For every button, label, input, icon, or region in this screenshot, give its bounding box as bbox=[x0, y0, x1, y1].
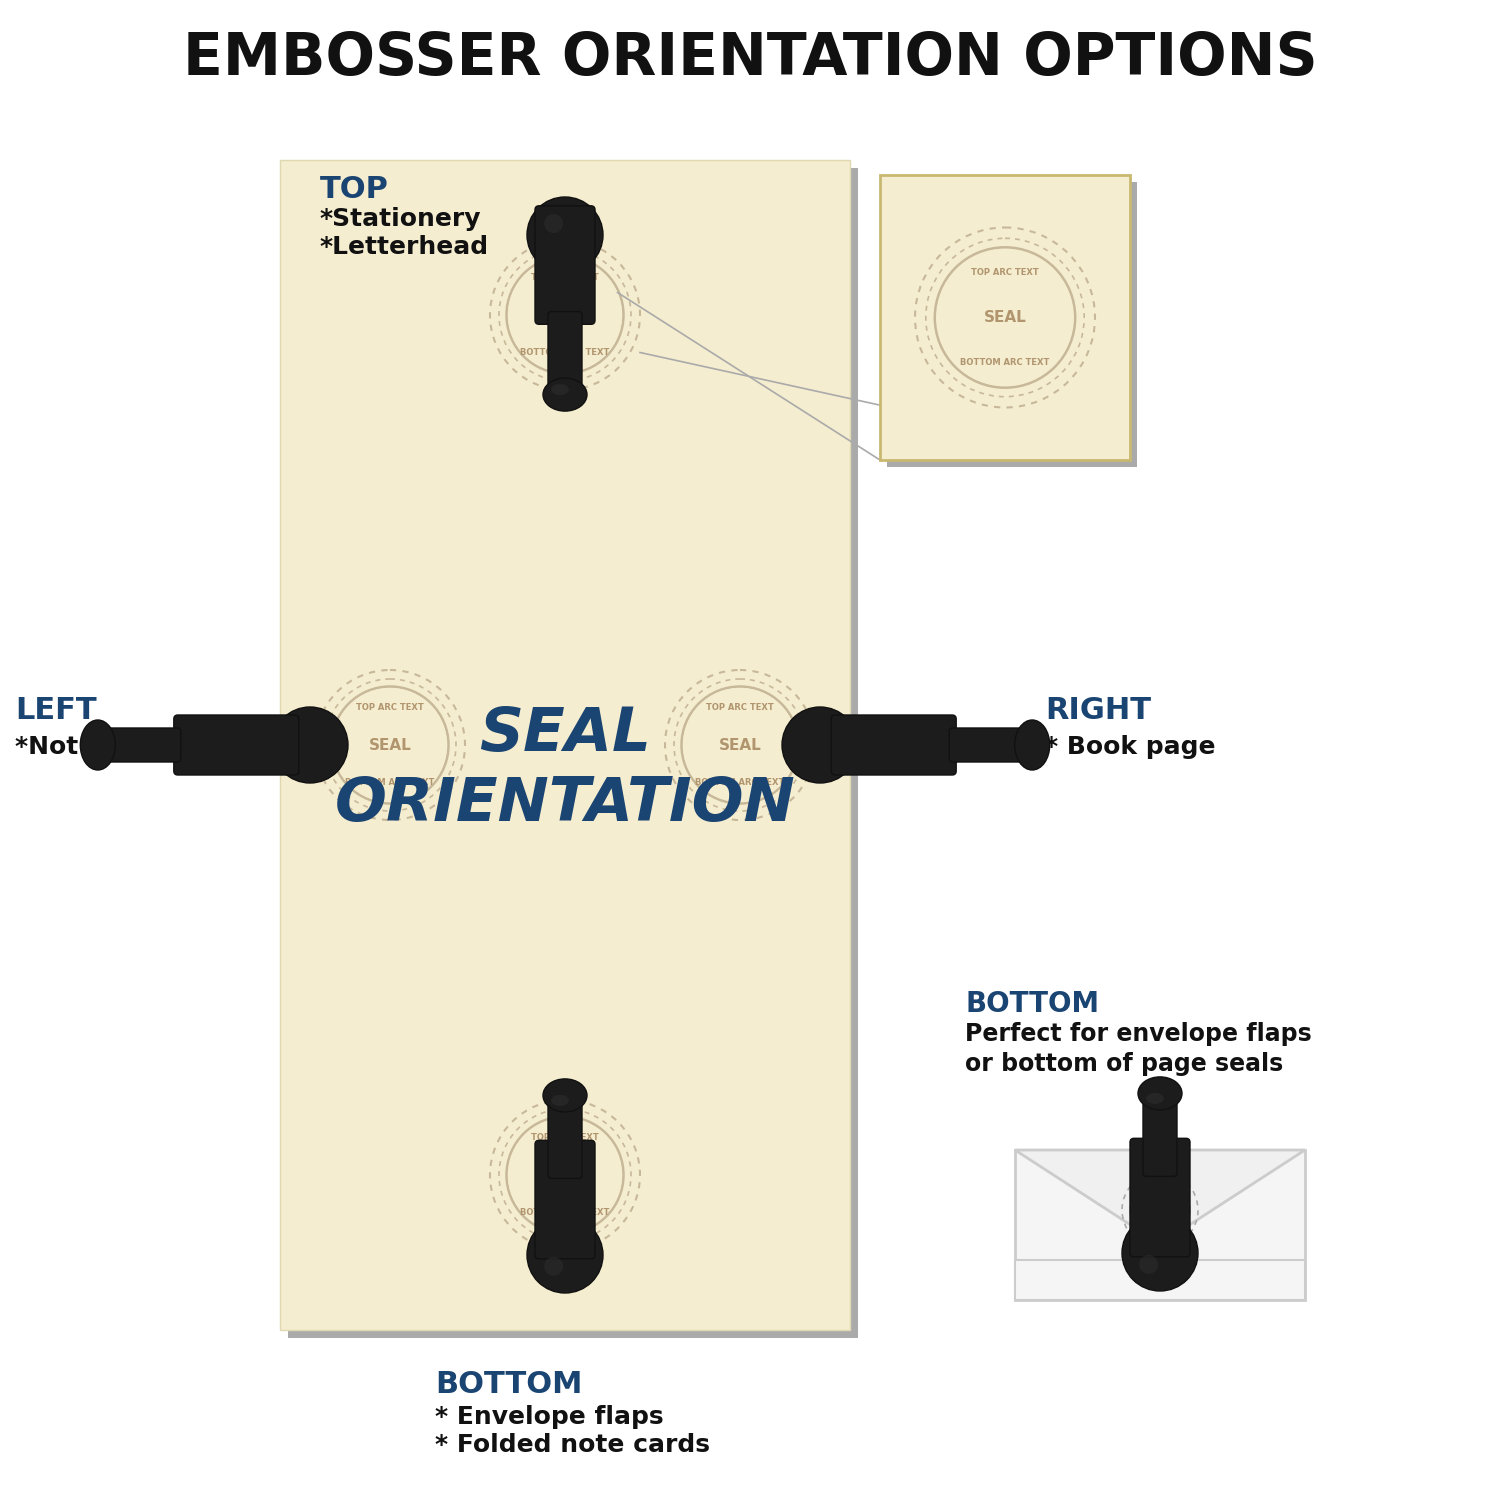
Text: TOP ARC TEXT: TOP ARC TEXT bbox=[706, 704, 774, 712]
FancyBboxPatch shape bbox=[950, 728, 1035, 762]
Text: SEAL: SEAL bbox=[543, 1167, 586, 1182]
FancyBboxPatch shape bbox=[548, 1092, 582, 1179]
Ellipse shape bbox=[1014, 720, 1050, 770]
Ellipse shape bbox=[1138, 1077, 1182, 1110]
Text: TOP ARC TEXT: TOP ARC TEXT bbox=[356, 704, 424, 712]
FancyBboxPatch shape bbox=[174, 716, 298, 776]
Circle shape bbox=[544, 214, 562, 232]
Text: ORIENTATION: ORIENTATION bbox=[334, 776, 795, 834]
Text: * Envelope flaps: * Envelope flaps bbox=[435, 1406, 663, 1429]
Text: * Book page: * Book page bbox=[1046, 735, 1215, 759]
FancyBboxPatch shape bbox=[536, 206, 596, 324]
FancyBboxPatch shape bbox=[880, 176, 1130, 460]
Text: BOTTOM ARC TEXT: BOTTOM ARC TEXT bbox=[520, 1208, 609, 1216]
Text: LEFT: LEFT bbox=[15, 696, 96, 724]
Ellipse shape bbox=[81, 720, 116, 770]
Text: TOP ARC TEXT: TOP ARC TEXT bbox=[531, 1132, 598, 1142]
Ellipse shape bbox=[543, 1078, 586, 1112]
FancyBboxPatch shape bbox=[1130, 1138, 1190, 1257]
FancyBboxPatch shape bbox=[1016, 1150, 1305, 1300]
Circle shape bbox=[544, 1257, 562, 1276]
Text: *Letterhead: *Letterhead bbox=[320, 236, 489, 260]
Text: SEAL: SEAL bbox=[543, 308, 586, 322]
FancyBboxPatch shape bbox=[536, 1140, 596, 1258]
Ellipse shape bbox=[1146, 1094, 1164, 1104]
Text: *Not Common: *Not Common bbox=[15, 735, 210, 759]
Text: BOTTOM ARC TEXT: BOTTOM ARC TEXT bbox=[520, 348, 609, 357]
FancyBboxPatch shape bbox=[1016, 1260, 1305, 1300]
Text: * Folded note cards: * Folded note cards bbox=[435, 1432, 710, 1456]
FancyBboxPatch shape bbox=[94, 728, 182, 762]
Circle shape bbox=[782, 706, 858, 783]
Text: SEAL: SEAL bbox=[369, 738, 411, 753]
Circle shape bbox=[509, 1118, 622, 1232]
Circle shape bbox=[1122, 1215, 1198, 1292]
Text: BOTTOM ARC TEXT: BOTTOM ARC TEXT bbox=[960, 358, 1050, 368]
Circle shape bbox=[526, 196, 603, 273]
Text: TOP ARC TEXT: TOP ARC TEXT bbox=[970, 268, 1040, 278]
Ellipse shape bbox=[550, 1095, 568, 1106]
FancyBboxPatch shape bbox=[288, 168, 858, 1338]
FancyBboxPatch shape bbox=[831, 716, 956, 776]
Text: or bottom of page seals: or bottom of page seals bbox=[964, 1052, 1282, 1076]
Text: BOTTOM ARC TEXT: BOTTOM ARC TEXT bbox=[345, 778, 435, 788]
FancyBboxPatch shape bbox=[548, 312, 582, 398]
Circle shape bbox=[682, 688, 796, 802]
Circle shape bbox=[333, 688, 447, 802]
Circle shape bbox=[509, 258, 622, 372]
Circle shape bbox=[272, 706, 348, 783]
Circle shape bbox=[1131, 1182, 1188, 1239]
Text: SEAL: SEAL bbox=[984, 310, 1026, 326]
Text: TOP ARC TEXT: TOP ARC TEXT bbox=[531, 273, 598, 282]
Ellipse shape bbox=[550, 384, 568, 394]
FancyBboxPatch shape bbox=[280, 160, 850, 1330]
Text: BOTTOM: BOTTOM bbox=[435, 1370, 582, 1400]
Text: BOTTOM: BOTTOM bbox=[964, 990, 1100, 1018]
FancyBboxPatch shape bbox=[886, 182, 1137, 466]
Circle shape bbox=[1138, 1256, 1158, 1274]
Text: SEAL: SEAL bbox=[718, 738, 762, 753]
Text: BOTTOM ARC TEXT: BOTTOM ARC TEXT bbox=[696, 778, 784, 788]
Text: *Stationery: *Stationery bbox=[320, 207, 482, 231]
Text: RIGHT: RIGHT bbox=[1046, 696, 1150, 724]
Circle shape bbox=[526, 1216, 603, 1293]
Text: SEAL: SEAL bbox=[1146, 1204, 1173, 1215]
Text: EMBOSSER ORIENTATION OPTIONS: EMBOSSER ORIENTATION OPTIONS bbox=[183, 30, 1317, 87]
Polygon shape bbox=[1016, 1150, 1305, 1244]
Text: Perfect for envelope flaps: Perfect for envelope flaps bbox=[964, 1022, 1311, 1046]
Text: TOP: TOP bbox=[320, 176, 388, 204]
Ellipse shape bbox=[543, 378, 586, 411]
Circle shape bbox=[936, 249, 1074, 386]
FancyBboxPatch shape bbox=[1143, 1090, 1178, 1176]
Text: SEAL: SEAL bbox=[478, 705, 651, 765]
